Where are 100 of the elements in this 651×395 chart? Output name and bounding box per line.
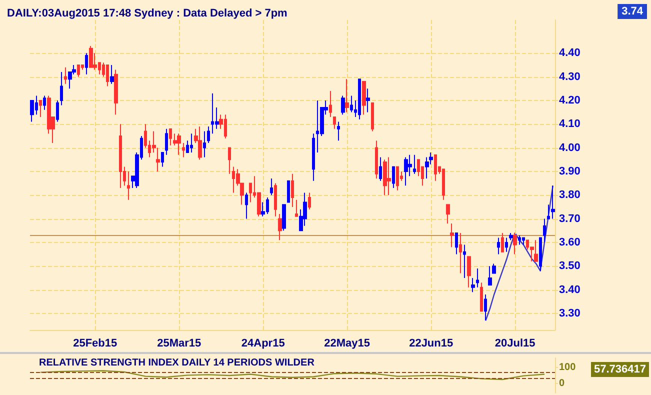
candlestick (551, 185, 555, 220)
candlestick (295, 199, 298, 217)
line-series (485, 185, 554, 322)
chart-title: RELATIVE STRENGTH INDEX DAILY 14 PERIODS WILDER (39, 358, 316, 368)
candlestick (375, 140, 378, 180)
y-tick-label: 3.40 (559, 284, 580, 296)
candlestick (190, 133, 193, 154)
line-series (40, 370, 546, 380)
candlestick (207, 126, 210, 144)
candlestick (362, 81, 366, 116)
candlestick (337, 121, 340, 142)
candlestick (291, 173, 294, 208)
candlestick (350, 95, 353, 113)
candlestick (106, 64, 109, 87)
candlestick (161, 152, 164, 168)
text: 57.736417 (594, 364, 646, 376)
text: 3.74 (622, 6, 644, 18)
y-tick-label: 4.10 (559, 118, 580, 130)
candlestick (442, 168, 445, 200)
candlestick (509, 232, 513, 241)
candlestick (329, 90, 332, 118)
candlestick (345, 78, 349, 113)
candlestick (119, 124, 122, 189)
candlestick (39, 100, 42, 118)
candlestick (387, 156, 391, 196)
candlestick (522, 237, 525, 246)
candlestick (459, 232, 462, 274)
candlestick (484, 294, 487, 322)
candlestick (341, 95, 345, 116)
candlestick (114, 69, 118, 116)
candlestick (455, 232, 458, 255)
candlestick (547, 204, 550, 220)
candlestick (278, 214, 282, 241)
x-tick-label: 24Apr15 (241, 338, 285, 350)
candlestick (89, 46, 93, 68)
candlestick (127, 170, 130, 200)
candlestick (471, 277, 475, 293)
candlestick (203, 130, 206, 158)
candlestick (366, 88, 370, 113)
x-tick-label: 20Jul15 (494, 338, 536, 350)
y-tick-label: 3.30 (559, 307, 580, 320)
candlestick (30, 100, 34, 122)
candlestick (434, 154, 437, 182)
candlestick (371, 102, 374, 132)
candlestick (497, 237, 500, 255)
y-tick-label: 4.00 (559, 142, 580, 154)
candlestick (282, 204, 286, 232)
y-tick-label: 4.40 (559, 47, 580, 60)
candlestick (312, 133, 315, 182)
candlestick (85, 52, 88, 75)
candlestick (177, 133, 181, 156)
candlestick (392, 166, 395, 189)
candlestick (43, 95, 46, 110)
candlestick (425, 156, 429, 180)
candlestick (358, 78, 361, 120)
candlestick (480, 282, 483, 312)
y-tick-label: 3.90 (559, 165, 580, 178)
candlestick (182, 142, 185, 158)
candlestick (492, 263, 496, 274)
candlestick (228, 147, 231, 174)
candlestick (396, 166, 399, 191)
candlestick (534, 240, 538, 262)
y-tick-label: 4.30 (559, 70, 580, 83)
candlestick (274, 182, 277, 217)
candlestick (308, 192, 311, 210)
candlestick (450, 223, 454, 248)
y-tick-label: 0 (559, 378, 565, 389)
candlestick (60, 72, 63, 106)
y-tick-label: 100 (559, 362, 576, 374)
candlestick (539, 237, 542, 272)
candlestick (413, 154, 416, 174)
y-tick-label: 3.50 (559, 260, 580, 272)
y-tick-label: 3.60 (559, 236, 580, 248)
candlestick (543, 218, 546, 243)
x-tick-label: 25Feb15 (73, 338, 118, 350)
chart-title: DAILY:03Aug2015 17:48 Sydney : Data Delayed > 7pm (7, 8, 288, 20)
candlestick (463, 244, 466, 278)
candlestick (488, 266, 492, 286)
candlestick (169, 128, 172, 146)
x-tick-label: 22May15 (324, 338, 370, 350)
candlestick (287, 180, 290, 203)
candlestick (333, 116, 336, 130)
candlestick (165, 128, 168, 156)
candlestick (467, 256, 471, 288)
candlestick (404, 156, 408, 186)
candlestick (261, 202, 265, 217)
candlestick (64, 66, 67, 84)
candlestick (383, 159, 387, 196)
candlestick (198, 126, 202, 160)
candlestick (476, 268, 479, 288)
candlestick (446, 204, 450, 224)
y-tick-label: 4.20 (559, 94, 580, 106)
y-tick-label: 3.80 (559, 189, 580, 202)
candlestick (110, 64, 114, 84)
x-tick-label: 22Jun15 (409, 338, 454, 350)
x-tick-label: 25Mar15 (157, 338, 202, 350)
candlestick (270, 178, 273, 196)
candlestick (501, 232, 504, 252)
candlestick (56, 100, 59, 122)
candlestick (245, 192, 248, 220)
